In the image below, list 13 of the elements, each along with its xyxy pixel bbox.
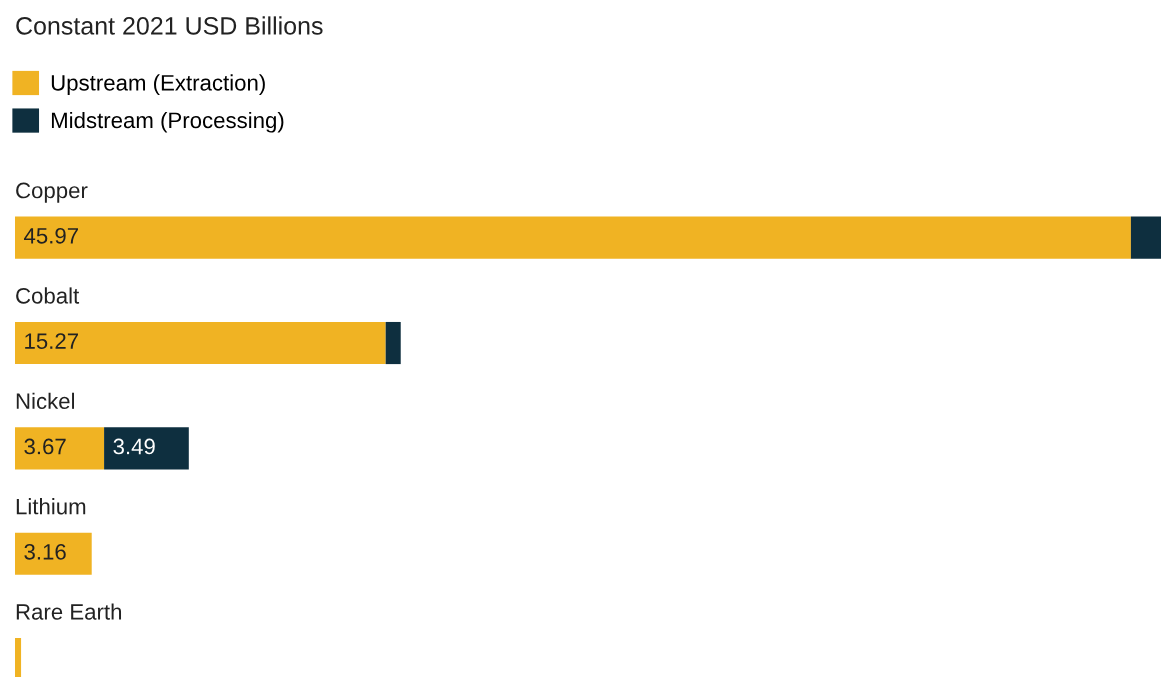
legend-label: Midstream (Processing) (51, 111, 284, 133)
y-tick-label: Rare Earth (16, 603, 122, 620)
data-label: 3.49 (113, 438, 155, 455)
data-label: 3.16 (24, 543, 66, 560)
y-tick-label: Copper (16, 182, 88, 203)
y-tick-label: Cobalt (16, 287, 80, 304)
y-tick-label: Lithium (16, 498, 86, 515)
legend-label: Upstream (Extraction) (51, 74, 265, 96)
y-tick-label: Nickel (16, 392, 75, 410)
data-label: 45.97 (24, 227, 78, 244)
data-label: 15.27 (25, 333, 78, 349)
data-label: 3.67 (24, 438, 66, 455)
chart-title: Constant 2021 USD Billions (16, 16, 323, 35)
